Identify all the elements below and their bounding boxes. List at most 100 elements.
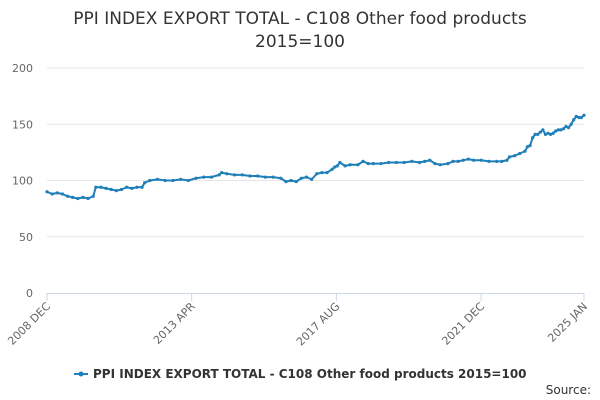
data-point-0-61 [394,160,399,165]
data-point-0-71 [456,159,460,163]
data-point-0-13 [109,187,113,192]
data-point-0-2 [55,191,59,195]
data-point-0-57 [366,162,370,166]
data-point-0-28 [202,175,206,179]
chart-title-line-1: PPI INDEX EXPORT TOTAL - C108 Other food… [73,9,527,29]
y-tick-label-150: 150 [12,118,33,131]
data-point-0-93 [549,132,553,136]
data-point-0-24 [171,178,175,183]
data-point-0-73 [466,157,470,161]
plot-area [45,113,586,201]
data-point-0-5 [71,195,75,199]
data-point-0-20 [143,181,147,185]
legend[interactable]: PPI INDEX EXPORT TOTAL - C108 Other food… [74,367,527,381]
x-tick-label-2: 2017 AUG [294,300,343,349]
x-tick-label-0: 2008 DEC [5,300,53,348]
data-point-0-7 [81,195,85,199]
data-point-0-105 [579,115,584,120]
data-point-0-6 [76,196,80,201]
chart-title-line-2: 2015=100 [255,32,345,52]
data-point-0-27 [194,176,198,180]
data-point-0-50 [333,165,337,169]
data-point-0-52 [338,160,342,165]
data-point-0-94 [551,131,555,135]
y-axis: 0 50 100 150 200 [12,62,33,300]
data-point-0-3 [60,192,65,196]
data-point-0-69 [446,162,450,166]
data-point-0-1 [50,192,54,196]
data-point-0-29 [209,175,214,179]
data-point-0-72 [461,158,465,162]
data-point-0-31 [220,171,224,175]
data-point-0-65 [423,159,427,163]
data-point-0-62 [402,160,406,165]
data-point-0-17 [130,186,134,190]
data-point-0-26 [186,178,190,183]
data-point-0-22 [155,177,160,181]
data-point-0-89 [538,130,542,134]
data-point-0-10 [94,185,98,189]
data-point-0-4 [65,194,70,198]
data-point-0-40 [284,180,288,184]
data-point-0-70 [451,159,455,163]
data-point-0-37 [263,175,267,179]
data-point-0-95 [554,129,558,133]
data-point-0-14 [114,189,118,193]
data-point-0-103 [574,114,578,118]
data-point-0-86 [531,136,535,140]
data-point-0-68 [438,163,442,167]
data-point-0-53 [343,164,347,168]
data-point-0-39 [279,176,283,180]
data-point-0-104 [577,115,581,120]
data-point-0-19 [140,185,144,189]
data-point-0-79 [505,158,509,162]
data-point-0-77 [495,159,499,163]
data-point-0-102 [572,118,576,122]
data-point-0-97 [559,128,563,132]
grid-lines [47,67,584,238]
data-point-0-25 [179,177,183,181]
data-point-0-21 [148,178,152,183]
data-point-0-66 [428,158,432,162]
x-axis: 2008 DEC 2013 APR 2017 AUG 2021 DEC 2025 JAN [5,293,590,348]
data-point-0-63 [410,159,414,163]
data-point-0-99 [564,124,568,129]
legend-series-label: PPI INDEX EXPORT TOTAL - C108 Other food… [93,367,527,381]
data-point-0-87 [533,132,537,136]
data-point-0-48 [325,171,329,175]
data-point-0-23 [163,178,167,183]
data-point-0-36 [256,174,260,178]
data-point-0-41 [289,178,293,183]
data-point-0-49 [330,167,334,171]
data-point-0-47 [320,171,324,175]
data-point-0-67 [433,162,437,166]
data-point-0-81 [513,154,517,158]
data-point-0-46 [315,172,319,176]
data-point-0-96 [556,128,560,132]
data-point-0-101 [569,122,573,126]
data-point-0-51 [335,164,339,168]
data-point-0-32 [225,172,229,176]
data-point-0-30 [217,173,221,177]
data-point-0-11 [99,185,103,189]
data-point-0-64 [417,160,422,165]
data-point-0-16 [125,185,129,189]
data-point-0-74 [471,158,476,162]
data-point-0-59 [379,162,383,166]
data-point-0-106 [582,113,586,117]
data-point-0-98 [561,127,566,131]
source-label[interactable]: Source: [546,383,591,397]
data-point-0-75 [479,158,483,162]
data-point-0-35 [248,174,252,178]
y-tick-label-0: 0 [26,287,33,300]
x-tick-label-4: 2025 JAN [545,300,590,345]
data-point-0-56 [361,159,365,163]
data-point-0-42 [294,180,298,184]
data-point-0-45 [310,177,314,181]
data-point-0-91 [543,132,548,136]
data-point-0-33 [232,173,237,177]
data-point-0-54 [348,163,352,167]
data-point-0-8 [86,196,90,201]
y-tick-label-200: 200 [12,62,33,75]
data-point-0-34 [240,173,244,177]
